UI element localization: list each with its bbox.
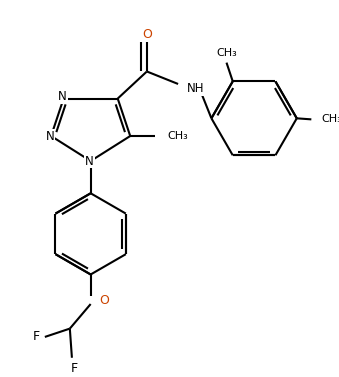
Text: N: N	[58, 90, 67, 103]
Text: CH₃: CH₃	[216, 48, 237, 58]
Text: N: N	[85, 155, 94, 167]
Text: O: O	[99, 294, 109, 307]
Text: N: N	[46, 130, 55, 143]
Text: NH: NH	[186, 82, 204, 95]
Text: CH₃: CH₃	[322, 114, 339, 124]
Text: F: F	[71, 362, 78, 375]
Text: O: O	[142, 28, 152, 40]
Text: CH₃: CH₃	[168, 131, 188, 141]
Text: F: F	[33, 330, 40, 343]
